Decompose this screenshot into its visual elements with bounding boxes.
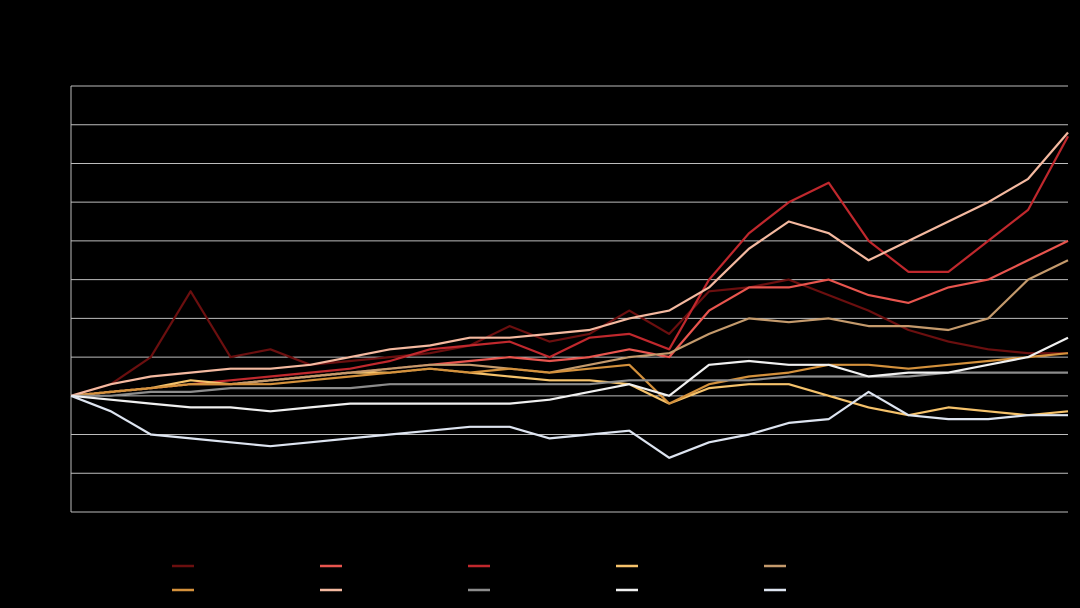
series-line [70, 390, 1068, 459]
series-line [70, 131, 1069, 397]
series-line [71, 371, 1068, 397]
series-line [70, 352, 1069, 405]
series-line [70, 336, 1069, 413]
series-line [70, 135, 1069, 397]
